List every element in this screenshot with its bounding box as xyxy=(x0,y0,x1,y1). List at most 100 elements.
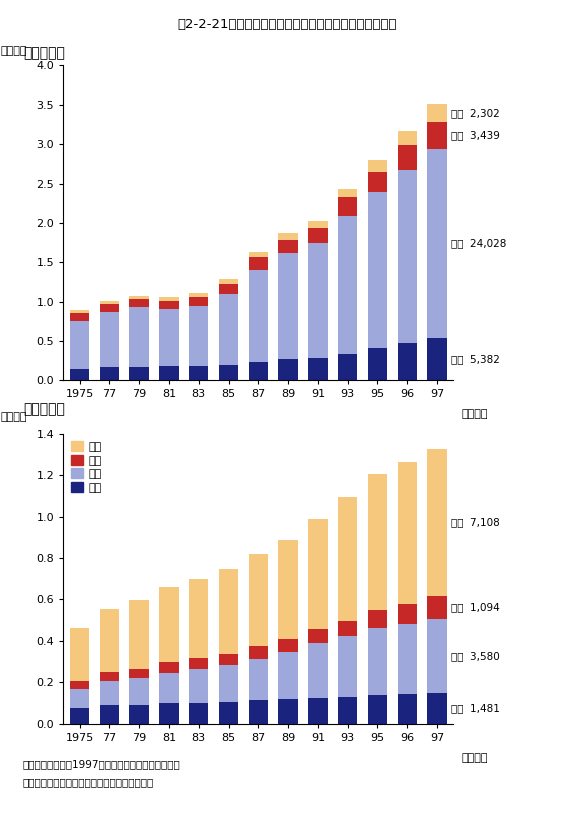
Text: 保健  7,108: 保健 7,108 xyxy=(451,518,500,528)
Bar xyxy=(249,258,268,270)
Bar xyxy=(129,308,149,366)
Bar xyxy=(219,279,238,284)
Bar xyxy=(278,359,298,380)
Bar xyxy=(428,693,447,724)
Bar xyxy=(308,629,328,644)
Text: （１）修士: （１）修士 xyxy=(23,47,65,61)
Bar xyxy=(219,654,238,665)
Bar xyxy=(278,639,298,652)
Text: 工学  3,580: 工学 3,580 xyxy=(451,651,500,661)
Bar xyxy=(428,122,447,149)
Bar xyxy=(368,474,387,610)
Bar xyxy=(100,705,119,724)
Bar xyxy=(129,705,149,724)
Text: 保健  2,302: 保健 2,302 xyxy=(451,108,500,118)
Bar xyxy=(189,703,208,724)
Bar xyxy=(70,369,89,380)
Bar xyxy=(308,644,328,698)
Text: （年度）: （年度） xyxy=(461,753,488,763)
Bar xyxy=(278,652,298,699)
Bar xyxy=(70,681,89,689)
Bar xyxy=(159,366,179,380)
Bar xyxy=(100,312,119,367)
Text: （年度）: （年度） xyxy=(461,409,488,419)
Bar xyxy=(398,170,417,343)
Bar xyxy=(70,708,89,724)
Bar xyxy=(189,298,208,306)
Bar xyxy=(189,669,208,703)
Bar xyxy=(249,252,268,258)
Bar xyxy=(159,587,179,663)
Bar xyxy=(189,658,208,669)
Bar xyxy=(70,313,89,321)
Bar xyxy=(129,678,149,705)
Text: 工学  24,028: 工学 24,028 xyxy=(451,238,507,249)
Bar xyxy=(70,689,89,708)
Bar xyxy=(428,338,447,380)
Bar xyxy=(338,497,358,621)
Bar xyxy=(308,228,328,243)
Bar xyxy=(249,659,268,700)
Bar xyxy=(219,284,238,294)
Bar xyxy=(338,636,358,697)
Bar xyxy=(308,243,328,357)
Bar xyxy=(219,702,238,724)
Bar xyxy=(428,449,447,596)
Bar xyxy=(159,673,179,703)
Text: 注）図中の数字は1997年度の学位取得者数である。: 注）図中の数字は1997年度の学位取得者数である。 xyxy=(23,759,181,769)
Bar xyxy=(100,672,119,681)
Bar xyxy=(219,569,238,654)
Bar xyxy=(278,540,298,639)
Bar xyxy=(368,192,387,348)
Bar xyxy=(159,297,179,301)
Bar xyxy=(368,348,387,380)
Bar xyxy=(398,604,417,624)
Bar xyxy=(100,681,119,705)
Bar xyxy=(338,621,358,636)
Bar xyxy=(428,619,447,693)
Bar xyxy=(398,624,417,694)
Bar xyxy=(368,172,387,192)
Bar xyxy=(278,699,298,724)
Text: 農学  1,094: 農学 1,094 xyxy=(451,603,500,613)
Bar xyxy=(129,299,149,308)
Bar xyxy=(159,703,179,724)
Bar xyxy=(338,697,358,724)
Bar xyxy=(219,294,238,365)
Bar xyxy=(219,365,238,380)
Bar xyxy=(338,216,358,354)
Bar xyxy=(70,628,89,681)
Bar xyxy=(308,519,328,629)
Bar xyxy=(249,362,268,380)
Bar xyxy=(129,295,149,299)
Bar xyxy=(129,366,149,380)
Bar xyxy=(368,628,387,695)
Text: 第2-2-21図　我が国の学位取得者の推移（自然科学系）: 第2-2-21図 我が国の学位取得者の推移（自然科学系） xyxy=(177,18,397,31)
Bar xyxy=(278,253,298,359)
Bar xyxy=(189,294,208,298)
Bar xyxy=(308,221,328,228)
Bar xyxy=(159,309,179,366)
Bar xyxy=(70,321,89,369)
Bar xyxy=(189,578,208,658)
Bar xyxy=(249,554,268,646)
Bar xyxy=(428,104,447,122)
Bar xyxy=(100,301,119,304)
Bar xyxy=(278,233,298,240)
Bar xyxy=(189,306,208,366)
Bar xyxy=(70,310,89,313)
Text: （万人）: （万人） xyxy=(1,412,27,422)
Bar xyxy=(159,301,179,309)
Bar xyxy=(219,665,238,702)
Bar xyxy=(159,663,179,673)
Bar xyxy=(308,357,328,380)
Bar xyxy=(129,600,149,668)
Bar xyxy=(428,596,447,619)
Bar xyxy=(398,146,417,170)
Text: （２）博士: （２）博士 xyxy=(23,402,65,416)
Bar xyxy=(100,367,119,380)
Bar xyxy=(368,695,387,724)
Text: 理学  1,481: 理学 1,481 xyxy=(451,703,500,713)
Bar xyxy=(249,646,268,659)
Bar xyxy=(278,240,298,253)
